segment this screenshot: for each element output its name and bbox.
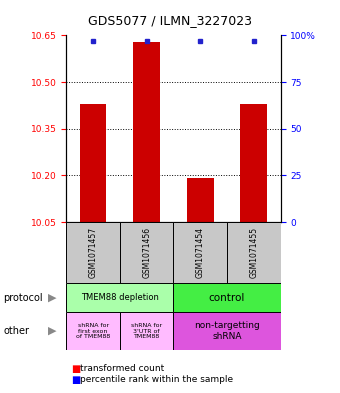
Text: other: other [3, 326, 29, 336]
Bar [66, 312, 120, 350]
Text: protocol: protocol [3, 293, 43, 303]
Text: ■: ■ [71, 364, 81, 373]
Bar [66, 283, 173, 312]
Text: control: control [209, 293, 245, 303]
Text: GDS5077 / ILMN_3227023: GDS5077 / ILMN_3227023 [88, 14, 252, 27]
Text: shRNA for
first exon
of TMEM88: shRNA for first exon of TMEM88 [76, 323, 110, 340]
Text: ▶: ▶ [49, 293, 57, 303]
Text: TMEM88 depletion: TMEM88 depletion [81, 293, 159, 302]
Bar [173, 222, 227, 283]
Bar [133, 42, 160, 222]
Bar [173, 283, 280, 312]
Text: non-targetting
shRNA: non-targetting shRNA [194, 321, 260, 341]
Bar [187, 178, 214, 222]
Text: transformed count: transformed count [80, 364, 164, 373]
Bar [120, 312, 173, 350]
Text: ▶: ▶ [49, 326, 57, 336]
Text: shRNA for
3'UTR of
TMEM88: shRNA for 3'UTR of TMEM88 [131, 323, 162, 340]
Bar [120, 222, 173, 283]
Text: ■: ■ [71, 375, 81, 385]
Text: GSM1071455: GSM1071455 [249, 227, 258, 278]
Bar [227, 222, 280, 283]
Bar [240, 104, 267, 222]
Text: percentile rank within the sample: percentile rank within the sample [80, 375, 233, 384]
Text: GSM1071454: GSM1071454 [196, 227, 205, 278]
Text: GSM1071456: GSM1071456 [142, 227, 151, 278]
Bar [173, 312, 280, 350]
Text: GSM1071457: GSM1071457 [89, 227, 98, 278]
Bar [80, 104, 106, 222]
Bar [66, 222, 120, 283]
